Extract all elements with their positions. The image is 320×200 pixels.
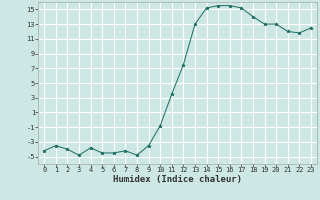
X-axis label: Humidex (Indice chaleur): Humidex (Indice chaleur) <box>113 175 242 184</box>
